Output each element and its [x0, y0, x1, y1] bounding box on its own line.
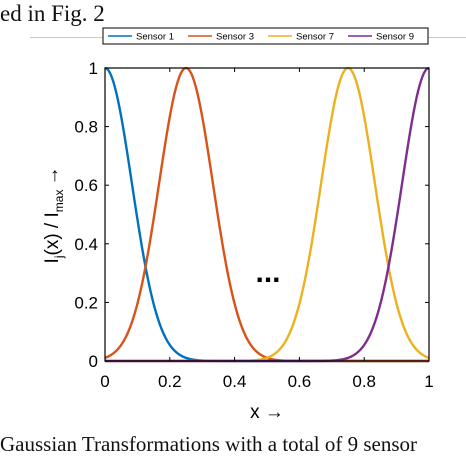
y-label-mid: (x) / I	[42, 212, 63, 255]
y-tick-label: 1	[89, 59, 98, 78]
chart: 0 0.2 0.4 0.6 0.8 1 0 0.2 0.4 0.6 0.8 1 ... x → Ij…	[42, 27, 434, 423]
y-tick-label: 0.8	[74, 118, 98, 137]
y-tick-label: 0.2	[74, 293, 98, 312]
x-tick-label: 0.4	[223, 372, 247, 391]
x-tick-label: 0	[100, 372, 109, 391]
x-axis-label: x →	[250, 402, 284, 423]
y-tick-label: 0.4	[74, 235, 98, 254]
plot-frame	[104, 67, 430, 362]
y-axis-label: Ij(x) / Imax →	[42, 167, 66, 264]
caption-top-text: ed in Fig. 2	[0, 1, 105, 26]
x-ticks: 0 0.2 0.4 0.6 0.8 1	[100, 68, 434, 391]
legend-label: Sensor 1	[136, 32, 174, 43]
svg-text:Ij(x) / Imax→: Ij(x) / Imax →	[42, 167, 66, 264]
y-label-main: I	[42, 258, 63, 263]
legend-label: Sensor 7	[296, 32, 334, 43]
series-layer	[104, 66, 430, 363]
legend-label: Sensor 3	[216, 32, 254, 43]
caption-bottom-text: Gaussian Transformations with a total of…	[0, 432, 418, 456]
legend: Sensor 1 Sensor 3 Sensor 7 Sensor 9	[102, 27, 429, 45]
y-label-sub-j: j	[52, 256, 66, 260]
x-tick-label: 0.2	[158, 372, 182, 391]
x-tick-label: 1	[424, 372, 433, 391]
y-tick-label: 0	[89, 352, 98, 371]
y-ticks: 0 0.2 0.4 0.6 0.8 1	[74, 59, 429, 371]
x-tick-label: 0.8	[352, 372, 376, 391]
x-tick-label: 0.6	[288, 372, 312, 391]
y-label-sub-max: max	[52, 190, 66, 213]
legend-label: Sensor 9	[376, 32, 414, 43]
y-tick-label: 0.6	[74, 176, 98, 195]
legend-box	[102, 27, 429, 45]
ellipsis-annotation: ...	[255, 256, 280, 289]
y-label-arrow: →	[42, 167, 63, 186]
